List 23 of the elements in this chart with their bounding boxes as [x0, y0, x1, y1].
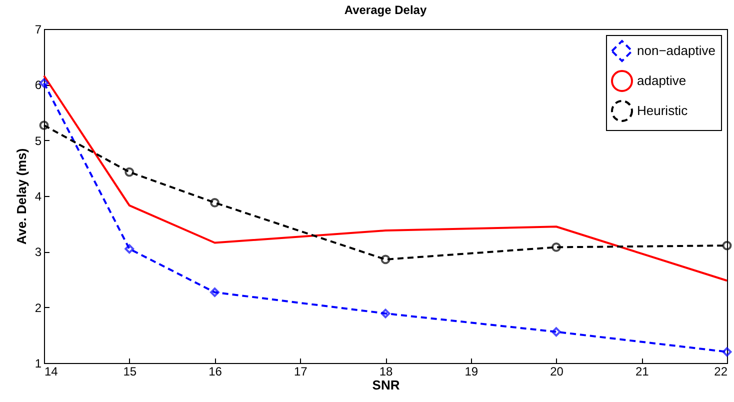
- x-tick-label: 14: [44, 364, 58, 378]
- y-tick-label: 5: [34, 134, 42, 148]
- y-axis-title: Ave. Delay (ms): [14, 148, 29, 245]
- y-tick-label: 4: [34, 190, 42, 204]
- x-tick-label: 18: [379, 364, 393, 378]
- chart-title: Average Delay: [344, 3, 427, 17]
- x-tick-label: 15: [123, 364, 137, 378]
- legend-label: non−adaptive: [637, 43, 716, 58]
- line-series: [43, 74, 728, 282]
- x-tick-label: 22: [714, 364, 728, 378]
- x-tick-label: 19: [464, 364, 478, 378]
- y-tick-label: 1: [34, 356, 42, 370]
- legend-label: adaptive: [637, 73, 686, 88]
- x-axis-title: SNR: [372, 378, 400, 392]
- y-tick-label: 7: [34, 22, 42, 36]
- y-tick-label: 6: [34, 78, 42, 92]
- x-tick-label: 21: [635, 364, 650, 378]
- y-tick-label: 3: [34, 245, 42, 260]
- x-tick-label: 16: [208, 364, 222, 378]
- x-tick-label: 17: [294, 364, 308, 378]
- x-tick-label: 20: [550, 364, 564, 378]
- y-tick-label: 2: [34, 300, 42, 315]
- legend-label: Heuristic: [637, 103, 688, 118]
